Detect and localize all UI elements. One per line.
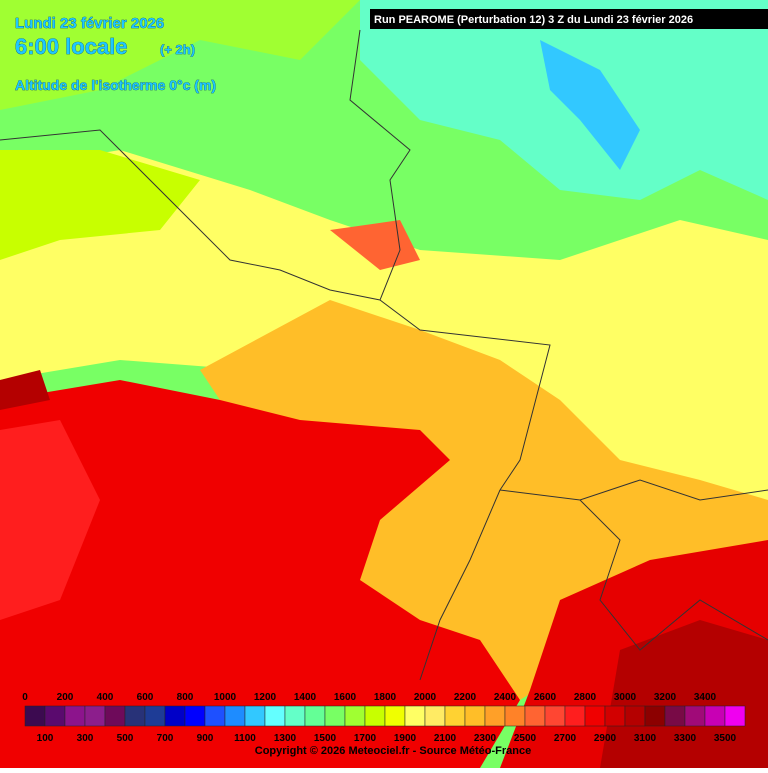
legend-swatch xyxy=(384,705,406,727)
legend-swatch xyxy=(464,705,486,727)
legend-label-bottom: 1500 xyxy=(314,733,337,744)
time-offset: (+ 2h) xyxy=(160,42,195,57)
legend-label-top: 3200 xyxy=(654,692,677,703)
run-banner xyxy=(370,9,768,29)
legend-swatch xyxy=(724,705,746,727)
legend-swatch xyxy=(284,705,306,727)
legend-swatch xyxy=(304,705,326,727)
legend-label-top: 2000 xyxy=(414,692,437,703)
legend-label-top: 600 xyxy=(137,692,154,703)
legend-swatch xyxy=(664,705,686,727)
legend-label-top: 2800 xyxy=(574,692,597,703)
legend-swatch xyxy=(324,705,346,727)
legend-swatch xyxy=(684,705,706,727)
legend-swatch xyxy=(144,705,166,727)
legend-label-bottom: 900 xyxy=(197,733,214,744)
legend-swatch xyxy=(164,705,186,727)
legend-swatch xyxy=(204,705,226,727)
parameter-label: Altitude de l'isotherme 0°c (m) xyxy=(15,77,216,93)
legend-label-bottom: 300 xyxy=(77,733,94,744)
legend-label-top: 200 xyxy=(57,692,74,703)
legend-swatch xyxy=(124,705,146,727)
borders xyxy=(0,29,768,681)
legend-label-top: 1000 xyxy=(214,692,237,703)
legend-swatch xyxy=(644,705,666,727)
legend-label-top: 2600 xyxy=(534,692,557,703)
legend-label-bottom: 1700 xyxy=(354,733,377,744)
legend-label-top: 1600 xyxy=(334,692,357,703)
legend-swatch xyxy=(704,705,726,727)
legend-label-bottom: 1100 xyxy=(234,733,256,744)
legend-swatch xyxy=(84,705,106,727)
legend-swatch xyxy=(544,705,566,727)
legend-swatch xyxy=(584,705,606,727)
legend-label-top: 2400 xyxy=(494,692,517,703)
legend-swatch xyxy=(524,705,546,727)
legend-label-top: 400 xyxy=(97,692,114,703)
legend-label-top: 1800 xyxy=(374,692,397,703)
legend-swatch xyxy=(264,705,286,727)
legend-swatch xyxy=(184,705,206,727)
legend-label-top: 3000 xyxy=(614,692,637,703)
legend-label-top: 1400 xyxy=(294,692,317,703)
legend-label-top: 3400 xyxy=(694,692,717,703)
legend-label-top: 0 xyxy=(22,692,28,703)
legend-label-bottom: 2900 xyxy=(594,733,617,744)
forecast-time: 6:00 locale xyxy=(15,34,128,59)
legend-label-bottom: 2700 xyxy=(554,733,577,744)
legend-swatch xyxy=(564,705,586,727)
legend-label-bottom: 100 xyxy=(37,733,54,744)
legend-swatch xyxy=(44,705,66,727)
legend-label-bottom: 1300 xyxy=(274,733,297,744)
legend-swatch xyxy=(64,705,86,727)
legend-swatch xyxy=(244,705,266,727)
legend-swatch xyxy=(24,705,46,727)
legend-label-bottom: 3300 xyxy=(674,733,697,744)
legend-label-bottom: 2100 xyxy=(434,733,457,744)
legend-swatch xyxy=(484,705,506,727)
legend-swatch xyxy=(344,705,366,727)
legend-label-bottom: 1900 xyxy=(394,733,417,744)
run-info: Run PEAROME (Perturbation 12) 3 Z du Lun… xyxy=(374,14,693,26)
legend-label-bottom: 3500 xyxy=(714,733,737,744)
legend-swatch xyxy=(224,705,246,727)
legend-label-top: 2200 xyxy=(454,692,477,703)
legend-swatch xyxy=(404,705,426,727)
legend-label-bottom: 2300 xyxy=(474,733,497,744)
legend-swatch xyxy=(504,705,526,727)
legend-label-top: 800 xyxy=(177,692,194,703)
legend-label-bottom: 2500 xyxy=(514,733,537,744)
legend-swatch xyxy=(604,705,626,727)
legend-label-bottom: 500 xyxy=(117,733,134,744)
legend-swatch xyxy=(444,705,466,727)
legend-swatch xyxy=(624,705,646,727)
legend-label-bottom: 700 xyxy=(157,733,174,744)
legend-swatch xyxy=(104,705,126,727)
color-legend: 0 200 400 600 800 1000 1200 1400 1600 1800 2000 220… xyxy=(22,692,746,744)
copyright: Copyright © 2026 Meteociel.fr - Source M… xyxy=(255,745,531,757)
legend-label-top: 1200 xyxy=(254,692,277,703)
legend-swatch xyxy=(364,705,386,727)
legend-swatch xyxy=(424,705,446,727)
legend-label-bottom: 3100 xyxy=(634,733,657,744)
map-date: Lundi 23 février 2026 xyxy=(15,15,164,32)
